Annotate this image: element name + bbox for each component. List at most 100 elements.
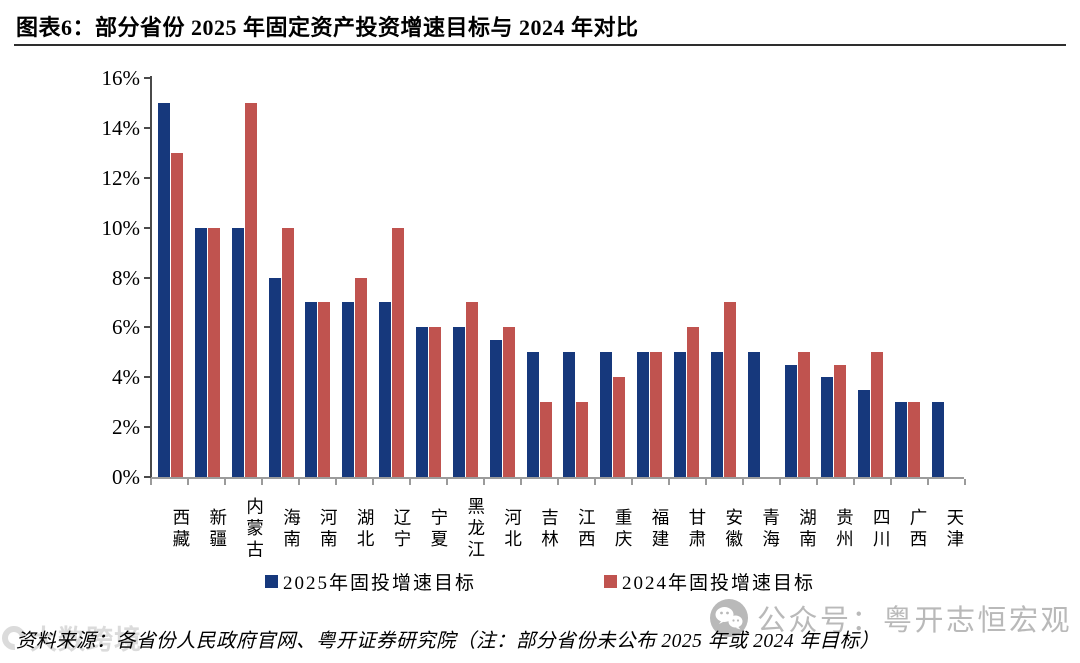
bar-pair <box>489 78 515 477</box>
y-axis-label: 2% <box>112 415 140 440</box>
bar-group <box>594 78 631 477</box>
bar-2024 <box>834 364 847 477</box>
bar-2025 <box>157 102 170 477</box>
wechat-watermark: 公众号：粤开志恒宏观 <box>709 597 1072 639</box>
bar-2025 <box>305 302 318 477</box>
bar-pair <box>415 78 441 477</box>
bar-2025 <box>637 352 650 477</box>
bar-2024 <box>613 377 626 477</box>
bar-group <box>852 78 889 477</box>
bar-pair <box>600 78 626 477</box>
wechat-watermark-text: 公众号：粤开志恒宏观 <box>756 605 1072 637</box>
y-axis-label: 8% <box>112 265 140 290</box>
bar-pair <box>268 78 294 477</box>
corner-watermark: 大数跨境 <box>0 618 142 657</box>
legend-swatch-2024-icon <box>604 575 617 588</box>
wechat-icon <box>709 599 748 637</box>
x-axis-label: 黑龙江 <box>465 496 486 562</box>
x-axis-tick <box>261 479 263 485</box>
y-axis-tick <box>144 476 151 478</box>
bar-pair <box>784 78 810 477</box>
bar-2025 <box>747 352 760 477</box>
bar-group <box>336 78 373 477</box>
bar-pair <box>821 78 847 477</box>
x-axis-label: 广西 <box>908 507 929 551</box>
corner-watermark-text: 大数跨境 <box>30 625 142 655</box>
bar-2024 <box>318 302 331 477</box>
x-axis-tick <box>853 479 855 485</box>
bar-group <box>263 78 300 477</box>
bar-2024 <box>465 302 478 477</box>
title-divider <box>14 44 1066 46</box>
y-axis-label: 6% <box>112 315 140 340</box>
x-axis-label: 西藏 <box>170 507 191 551</box>
bar-group <box>521 78 558 477</box>
legend-label-2024: 2024年固投增速目标 <box>622 573 816 594</box>
y-axis-tick <box>144 326 151 329</box>
legend-item-2025: 2025年固投增速目标 <box>264 568 476 595</box>
bar-pair <box>895 78 921 477</box>
x-axis-label: 湖北 <box>355 507 376 551</box>
x-axis-tick <box>150 479 152 485</box>
bar-pair <box>379 78 405 477</box>
bar-group <box>226 78 263 477</box>
bar-group <box>815 78 852 477</box>
bar-2024 <box>539 402 552 477</box>
bar-2025 <box>710 352 723 477</box>
bar-group <box>668 78 705 477</box>
bar-2024 <box>723 302 736 477</box>
x-axis-tick <box>298 479 300 485</box>
x-axis-tick <box>409 479 411 485</box>
legend-swatch-2025-icon <box>264 575 278 588</box>
bar-2025 <box>268 277 281 477</box>
x-axis-label: 四川 <box>871 507 892 551</box>
bar-2025 <box>489 339 502 477</box>
bar-2025 <box>526 352 539 477</box>
bar-2024 <box>244 102 257 477</box>
bar-group <box>779 78 816 477</box>
y-axis-tick <box>144 276 151 279</box>
bar-group <box>152 78 189 477</box>
bar-group <box>189 78 226 477</box>
plot-area <box>152 78 963 477</box>
x-axis-label: 甘肃 <box>686 507 707 551</box>
y-axis-tick <box>144 77 151 79</box>
bar-2025 <box>452 327 465 477</box>
bar-2024 <box>355 277 368 477</box>
bar-group <box>705 78 742 477</box>
bar-pair <box>858 78 884 477</box>
bar-group <box>447 78 484 477</box>
x-axis-label: 新疆 <box>207 507 228 551</box>
bar-pair <box>747 78 773 477</box>
x-axis-tick <box>779 479 781 485</box>
x-axis-tick <box>927 479 929 485</box>
bar-group <box>742 78 779 477</box>
x-axis-label: 青海 <box>760 507 781 551</box>
category-groups <box>152 78 963 477</box>
figure-title: 图表6：部分省份 2025 年固定资产投资增速目标与 2024 年对比 <box>16 15 639 40</box>
x-axis-tick <box>631 479 633 485</box>
y-axis-label: 14% <box>101 115 141 140</box>
legend-item-2024: 2024年固投增速目标 <box>604 568 815 595</box>
bar-pair <box>526 78 552 477</box>
bar-pair <box>637 78 663 477</box>
bar-pair <box>931 78 957 477</box>
bar-pair <box>157 78 183 477</box>
x-axis-label: 宁夏 <box>428 507 449 551</box>
bar-pair <box>710 78 736 477</box>
bar-2024 <box>908 402 921 477</box>
y-axis-label: 16% <box>101 66 141 90</box>
x-axis-label: 安徽 <box>723 507 744 551</box>
bar-2025 <box>231 227 244 477</box>
x-axis-tick <box>187 479 189 485</box>
bar-pair <box>563 78 589 477</box>
bar-2025 <box>563 352 576 477</box>
y-axis-tick <box>144 226 151 229</box>
bar-2024 <box>871 352 884 477</box>
x-axis-label: 吉林 <box>539 507 560 551</box>
x-axis-label: 天津 <box>944 507 965 551</box>
bar-2025 <box>858 389 871 477</box>
y-axis-tick <box>144 426 151 429</box>
x-axis-tick <box>668 479 670 485</box>
bar-2024 <box>502 327 515 477</box>
